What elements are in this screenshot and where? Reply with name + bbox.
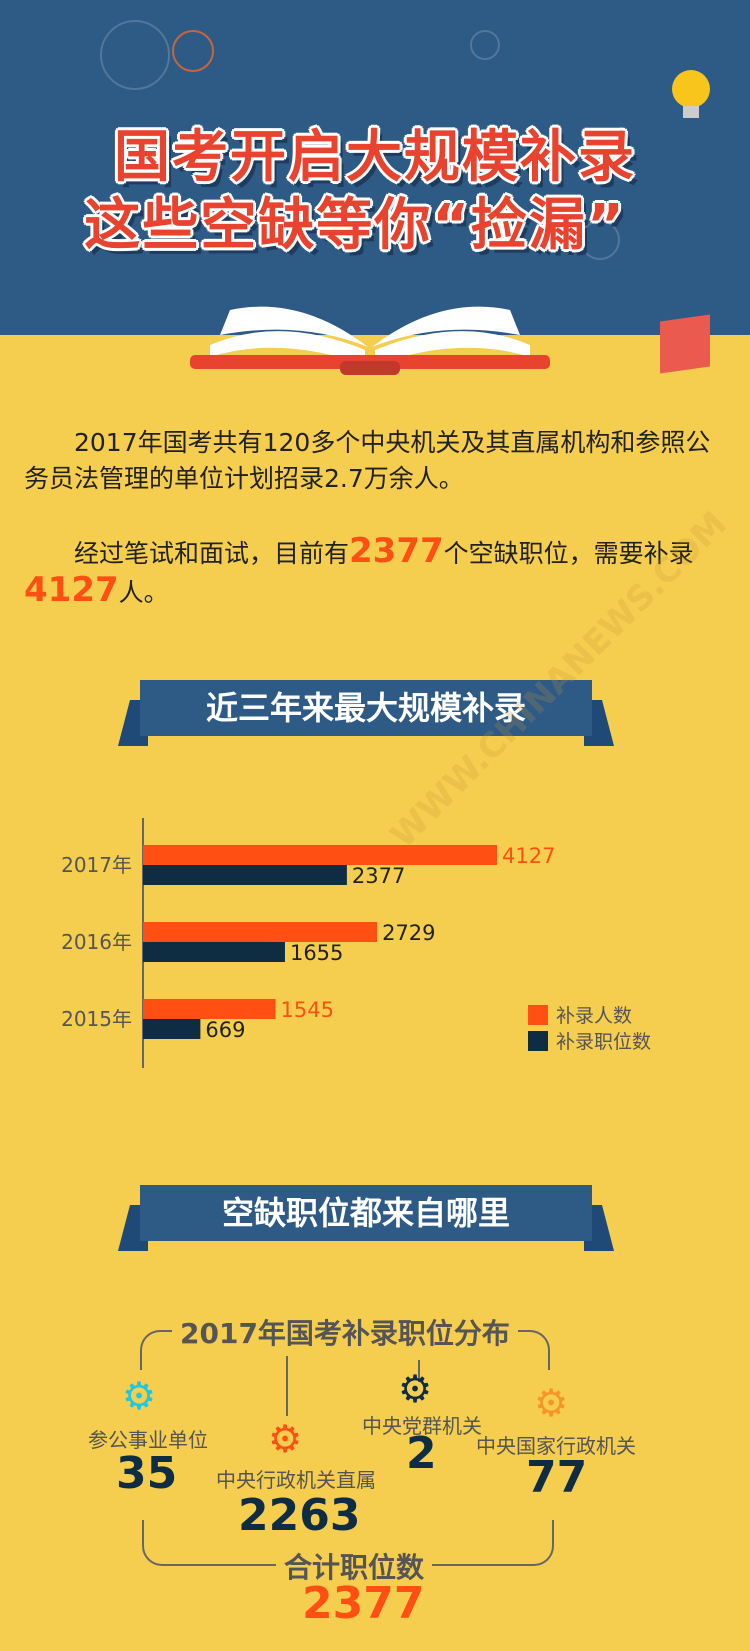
distribution-label: 中央党群机关 <box>362 1414 482 1438</box>
bar <box>143 999 276 1019</box>
data-label: 669 <box>205 1018 245 1042</box>
distribution-label: 参公事业单位 <box>88 1428 208 1452</box>
open-book-icon <box>190 306 550 375</box>
gear-icon: ⚙ <box>534 1381 569 1425</box>
intro-text-1: 2017年国考共有120多个中央机关及其直属机构和参照公务员法管理的单位计划招录… <box>24 428 711 493</box>
total-label: 合计职位数 <box>276 1546 433 1586</box>
data-label: 2729 <box>382 921 435 945</box>
gear-icon: ⚙ <box>122 1374 157 1418</box>
distribution-label: 中央国家行政机关 <box>476 1434 636 1458</box>
distribution-label: 中央行政机关直属 <box>216 1468 376 1492</box>
title-line-1: 国考开启大规模补录 <box>114 125 636 190</box>
people-count: 4127 <box>24 570 119 610</box>
total-value: 2377 <box>302 1578 425 1629</box>
lightbulb-icon <box>672 70 710 118</box>
bar <box>143 922 378 942</box>
distribution-value: 77 <box>526 1452 588 1503</box>
globe-icon <box>100 20 170 90</box>
bar <box>143 865 347 885</box>
bar <box>143 942 285 962</box>
category-label: 2015年 <box>61 1007 132 1031</box>
category-label: 2017年 <box>61 853 132 877</box>
data-label: 4127 <box>502 844 555 868</box>
title-line-2: 这些空缺等你“捡漏” <box>84 193 626 258</box>
category-label: 2016年 <box>61 930 132 954</box>
legend-swatch <box>528 1031 548 1051</box>
intro-text-2a: 经过笔试和面试，目前有 <box>74 539 350 568</box>
intro-paragraph-2: 经过笔试和面试，目前有2377个空缺职位，需要补录 4127人。 <box>24 533 734 611</box>
distribution-value: 2263 <box>238 1490 361 1541</box>
distribution-title: 2017年国考补录职位分布 <box>172 1312 518 1352</box>
atom-icon <box>470 30 500 60</box>
distribution-value: 2 <box>406 1428 437 1479</box>
data-label: 1655 <box>290 941 343 965</box>
connector-line <box>418 1360 420 1382</box>
intro-text-2c: 人。 <box>118 578 169 607</box>
bar-chart: 2017年 4127 2377 2016年 2729 1655 2015年 1545 669 补录… <box>61 818 651 1068</box>
hero-header: 国考开启大规模补录 这些空缺等你“捡漏” <box>0 0 750 335</box>
distribution-value: 35 <box>116 1448 178 1499</box>
gear-icon: ⚙ <box>268 1417 303 1461</box>
section-banner-1: 近三年来最大规模补录 <box>140 680 592 736</box>
intro-paragraph-1: 2017年国考共有120多个中央机关及其直属机构和参照公务员法管理的单位计划招录… <box>24 425 734 497</box>
section-banner-2: 空缺职位都来自哪里 <box>140 1185 592 1241</box>
clock-icon <box>172 30 214 72</box>
bulb-doodle-icon <box>580 220 620 260</box>
legend-label: 补录职位数 <box>556 1031 651 1053</box>
data-label: 1545 <box>281 998 334 1022</box>
red-book-icon <box>660 314 710 374</box>
legend-swatch <box>528 1005 548 1025</box>
bar <box>143 845 497 865</box>
vacancy-count: 2377 <box>349 531 444 571</box>
intro-text-2b: 个空缺职位，需要补录 <box>443 539 694 568</box>
gear-icon: ⚙ <box>398 1367 433 1411</box>
bar <box>143 1019 201 1039</box>
data-label: 2377 <box>352 864 405 888</box>
legend-label: 补录人数 <box>556 1005 632 1027</box>
connector-line <box>286 1356 288 1416</box>
